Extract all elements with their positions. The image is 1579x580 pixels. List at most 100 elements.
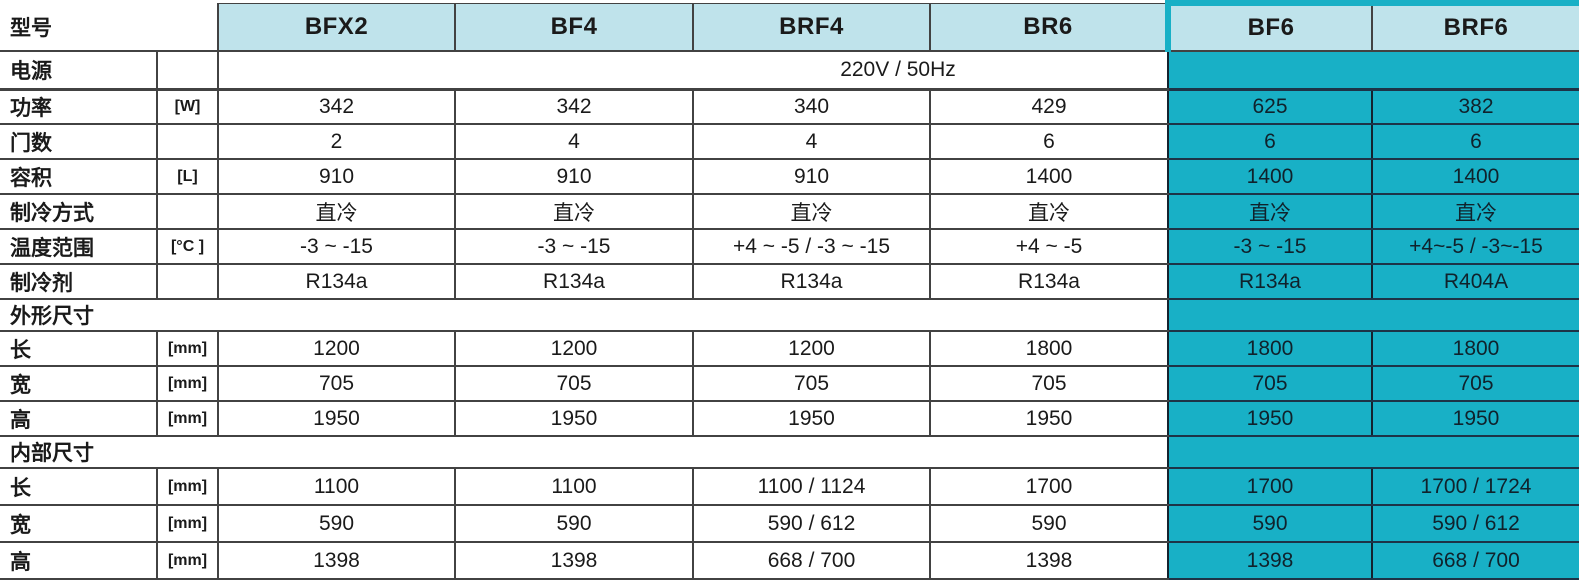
model-header-br6: BR6 [929, 2, 1168, 52]
value-cell: 6 [929, 124, 1168, 160]
row-label: 高 [0, 401, 157, 437]
row-label: 宽 [0, 505, 157, 543]
value-cell: 1398 [1167, 542, 1372, 580]
value-cell: R134a [1167, 264, 1372, 300]
value-cell: 342 [217, 89, 455, 125]
unit-cell: [mm] [156, 401, 219, 437]
model-row-label: 型号 [0, 3, 218, 52]
value-cell: 1200 [454, 331, 693, 367]
value-cell: 910 [217, 159, 455, 195]
value-cell: 6 [1167, 124, 1372, 160]
section-title: 内部尺寸 [0, 435, 1168, 469]
spec-row-int-width: 宽 [mm] 590 590 590 / 612 590 590 590 / 6… [0, 505, 1579, 543]
model-header-brf6: BRF6 [1371, 0, 1579, 52]
spec-row-ext-width: 宽 [mm] 705 705 705 705 705 705 [0, 366, 1579, 402]
highlight-band [1167, 51, 1579, 91]
value-cell: 1398 [454, 542, 693, 580]
value-cell: 1100 / 1124 [692, 468, 930, 506]
value-cell: 590 [217, 505, 455, 543]
value-cell: 1950 [929, 401, 1168, 437]
unit-cell [156, 124, 219, 160]
row-label: 宽 [0, 366, 157, 402]
value-cell: 1950 [1371, 401, 1579, 437]
value-cell: +4 ~ -5 [929, 229, 1168, 265]
value-cell: 1800 [1371, 331, 1579, 367]
unit-cell [156, 51, 219, 91]
value-cell: 705 [692, 366, 930, 402]
spec-row-cooling: 制冷方式 直冷 直冷 直冷 直冷 直冷 直冷 [0, 194, 1579, 230]
value-cell: 直冷 [929, 194, 1168, 230]
value-cell: -3 ~ -15 [217, 229, 455, 265]
value-cell: +4 ~ -5 / -3 ~ -15 [692, 229, 930, 265]
value-cell: R404A [1371, 264, 1579, 300]
value-cell: 1400 [1167, 159, 1372, 195]
value-cell: 1700 [929, 468, 1168, 506]
value-cell: 590 [1167, 505, 1372, 543]
value-cell: 340 [692, 89, 930, 125]
value-cell: 705 [217, 366, 455, 402]
section-row-external: 外形尺寸 [0, 298, 1579, 332]
row-label: 高 [0, 542, 157, 580]
unit-cell: [W] [156, 89, 219, 125]
value-cell: 1800 [929, 331, 1168, 367]
value-cell: 1200 [217, 331, 455, 367]
row-label: 温度范围 [0, 229, 157, 265]
unit-cell [156, 264, 219, 300]
value-cell: 910 [692, 159, 930, 195]
value-cell: 1200 [692, 331, 930, 367]
value-cell: 直冷 [454, 194, 693, 230]
value-cell: 1800 [1167, 331, 1372, 367]
value-cell: 直冷 [692, 194, 930, 230]
unit-cell [156, 194, 219, 230]
value-cell: 668 / 700 [1371, 542, 1579, 580]
value-cell: R134a [217, 264, 455, 300]
value-cell: R134a [929, 264, 1168, 300]
unit-cell: [mm] [156, 331, 219, 367]
model-header-bf4: BF4 [454, 2, 693, 52]
model-header-brf4: BRF4 [692, 2, 930, 52]
spec-row-doors: 门数 2 4 4 6 6 6 [0, 124, 1579, 160]
spec-row-ext-height: 高 [mm] 1950 1950 1950 1950 1950 1950 [0, 401, 1579, 437]
model-header-bfx2: BFX2 [217, 2, 455, 52]
value-cell: -3 ~ -15 [1167, 229, 1372, 265]
unit-cell: [L] [156, 159, 219, 195]
value-cell: 1950 [1167, 401, 1372, 437]
value-cell: 1100 [217, 468, 455, 506]
value-cell: R134a [692, 264, 930, 300]
row-label: 功率 [0, 89, 157, 125]
value-cell: 705 [1167, 366, 1372, 402]
value-cell: 1100 [454, 468, 693, 506]
value-cell: 625 [1167, 89, 1372, 125]
value-cell: 382 [1371, 89, 1579, 125]
spec-row-temp-range: 温度范围 [°C ] -3 ~ -15 -3 ~ -15 +4 ~ -5 / -… [0, 229, 1579, 265]
spec-row-ext-length: 长 [mm] 1200 1200 1200 1800 1800 1800 [0, 331, 1579, 367]
value-cell: 直冷 [1167, 194, 1372, 230]
row-label: 门数 [0, 124, 157, 160]
unit-cell: [mm] [156, 468, 219, 506]
value-cell: -3 ~ -15 [454, 229, 693, 265]
value-cell: 直冷 [217, 194, 455, 230]
value-cell: 4 [454, 124, 693, 160]
highlight-band [1167, 436, 1579, 469]
value-cell: 1950 [217, 401, 455, 437]
value-cell: 910 [454, 159, 693, 195]
unit-cell: [mm] [156, 542, 219, 580]
value-cell: 1400 [1371, 159, 1579, 195]
value-cell: 4 [692, 124, 930, 160]
value-cell: 1700 / 1724 [1371, 468, 1579, 506]
power-supply-row: 电源 220V / 50Hz [0, 51, 1579, 91]
unit-cell: [mm] [156, 505, 219, 543]
value-cell: 1400 [929, 159, 1168, 195]
unit-cell: [°C ] [156, 229, 219, 265]
value-cell: 342 [454, 89, 693, 125]
value-cell: 1398 [929, 542, 1168, 580]
value-cell: 1950 [454, 401, 693, 437]
model-header-bf6: BF6 [1165, 0, 1372, 52]
value-cell: 705 [1371, 366, 1579, 402]
value-cell: 705 [929, 366, 1168, 402]
power-value-cell: 220V / 50Hz [217, 51, 1168, 91]
value-cell: 668 / 700 [692, 542, 930, 580]
spec-row-int-length: 长 [mm] 1100 1100 1100 / 1124 1700 1700 1… [0, 468, 1579, 506]
spec-row-volume: 容积 [L] 910 910 910 1400 1400 1400 [0, 159, 1579, 195]
value-cell: 6 [1371, 124, 1579, 160]
